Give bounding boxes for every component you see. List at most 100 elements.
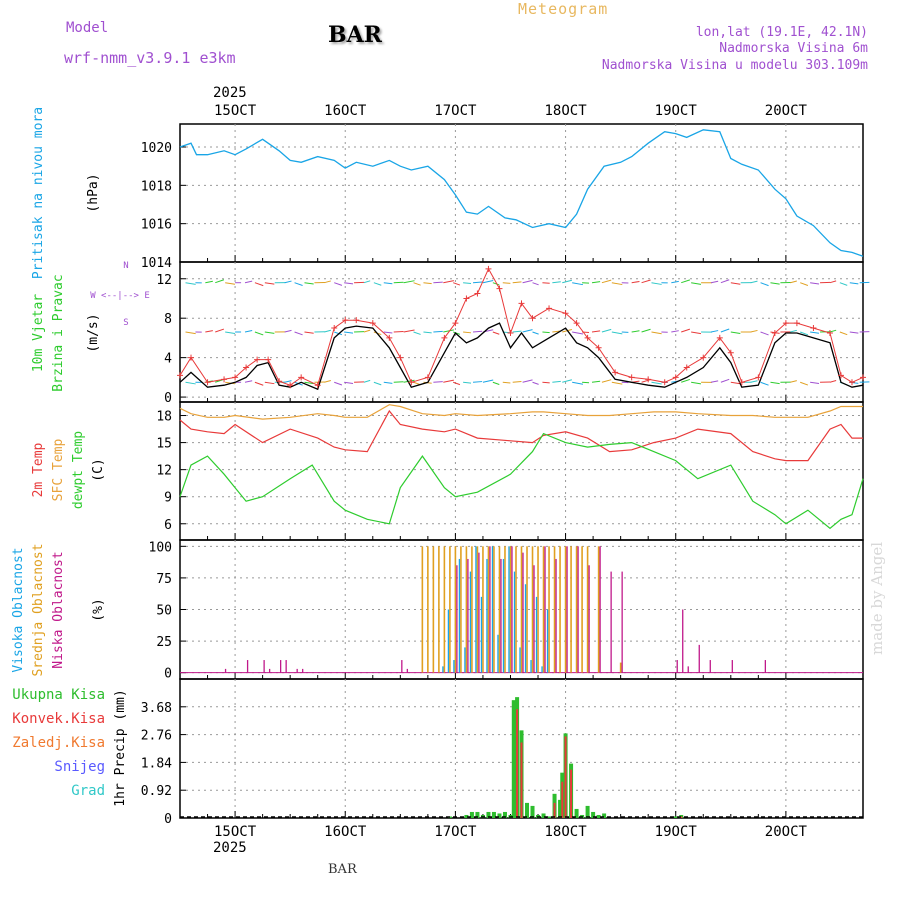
wind-arrow bbox=[284, 329, 292, 333]
precip-legend-label: Snijeg bbox=[54, 759, 105, 775]
gust-marker bbox=[221, 376, 228, 383]
y-tick-label: 0.92 bbox=[141, 784, 172, 799]
precip-bar bbox=[570, 769, 573, 818]
top-date-label: 17OCT bbox=[434, 103, 477, 119]
elevation-label: Nadmorska Visina 6m bbox=[719, 41, 868, 56]
gust-marker bbox=[485, 265, 492, 272]
wind-arrow bbox=[671, 280, 679, 284]
wind-arrow bbox=[641, 328, 651, 333]
wind-side-label: 10m Vjetar bbox=[31, 294, 46, 372]
panel-frame bbox=[179, 401, 864, 541]
wind-arrow bbox=[363, 280, 371, 284]
watermark: made by Angel bbox=[868, 541, 886, 655]
wind-arrow bbox=[472, 381, 483, 383]
wind-arrow bbox=[512, 281, 522, 284]
precip-bar bbox=[497, 813, 502, 818]
wind-arrow bbox=[849, 282, 859, 285]
precip-bar bbox=[502, 811, 507, 818]
wind-arrow bbox=[601, 279, 612, 284]
precip-bar bbox=[530, 805, 535, 818]
gust-marker bbox=[452, 320, 459, 327]
wind-arrow bbox=[205, 280, 213, 284]
gust-marker bbox=[424, 374, 431, 381]
wind-arrow bbox=[562, 279, 572, 284]
gust-marker bbox=[441, 334, 448, 341]
bottom-date-label: 17OCT bbox=[434, 824, 477, 840]
wind-arrow bbox=[324, 329, 331, 333]
wind-arrow bbox=[591, 281, 601, 284]
wind-arrow bbox=[591, 380, 601, 383]
gust-marker bbox=[584, 334, 591, 341]
wind-arrow bbox=[710, 380, 719, 383]
y-tick-label: 12 bbox=[156, 464, 172, 479]
y-tick-label: 15 bbox=[156, 437, 172, 452]
wind-arrow bbox=[839, 282, 848, 286]
wind-arrow bbox=[363, 379, 371, 383]
wind-arrow bbox=[522, 379, 533, 383]
wind-arrow bbox=[433, 330, 443, 333]
wind-arrow bbox=[790, 280, 797, 284]
y-tick-label: 100 bbox=[149, 540, 172, 555]
footer-station: BAR bbox=[328, 862, 357, 877]
top-date-label: 19OCT bbox=[655, 103, 698, 119]
pressure-side-label: Pritisak na nivou mora bbox=[31, 107, 46, 279]
y-tick-label: 2.76 bbox=[141, 729, 172, 744]
wind-arrow bbox=[710, 330, 719, 333]
wind-arrow bbox=[502, 381, 511, 384]
precip-bar bbox=[591, 811, 596, 818]
gust-marker bbox=[369, 320, 376, 327]
wind-gust-line bbox=[179, 267, 864, 386]
bottom-year-label: 2025 bbox=[213, 840, 247, 856]
temp-side-label: SFC Temp bbox=[51, 439, 66, 502]
wind-arrow bbox=[383, 331, 393, 334]
wind-arrow bbox=[482, 279, 494, 284]
wind-arrow bbox=[453, 381, 461, 386]
cloud-unit-label: (%) bbox=[91, 598, 106, 621]
wind-arrow bbox=[671, 330, 679, 333]
wind-arrow bbox=[512, 380, 522, 383]
wind-arrow bbox=[770, 381, 780, 385]
wind-arrow bbox=[800, 381, 809, 386]
wind-arrow bbox=[750, 380, 758, 383]
wind-arrow bbox=[304, 282, 314, 285]
gust-marker bbox=[628, 374, 635, 381]
model-elevation-label: Nadmorska Visina u modelu 303.109m bbox=[601, 58, 868, 73]
top-date-label: 15OCT bbox=[214, 103, 257, 119]
wind-arrow bbox=[453, 282, 461, 286]
precip-bar bbox=[673, 816, 678, 818]
precip-bar bbox=[486, 811, 491, 818]
y-tick-label: 0 bbox=[164, 812, 172, 827]
precip-unit-label: 1hr Precip (mm) bbox=[113, 689, 128, 806]
y-tick-label: 3.68 bbox=[141, 701, 172, 716]
station-title: BAR bbox=[328, 22, 382, 48]
y-tick-label: 18 bbox=[156, 410, 172, 425]
wind-arrow bbox=[344, 381, 354, 384]
wind-arrow bbox=[205, 330, 213, 333]
wind-arrow bbox=[423, 282, 432, 285]
temp-unit-label: (C) bbox=[91, 458, 106, 481]
wind-arrow bbox=[185, 381, 196, 385]
wind-arrow bbox=[542, 381, 550, 384]
wind-arrow bbox=[691, 282, 702, 285]
gust-marker bbox=[738, 379, 745, 386]
precip-bar bbox=[558, 799, 563, 818]
wind-arrow bbox=[254, 282, 264, 287]
gust-marker bbox=[546, 305, 553, 312]
temp-side-label: dewpt Temp bbox=[71, 431, 86, 509]
wind-arrow bbox=[225, 331, 236, 335]
wind-arrow bbox=[720, 378, 730, 383]
wind-arrow bbox=[492, 282, 500, 286]
bottom-date-label: 16OCT bbox=[324, 824, 367, 840]
wind-arrow bbox=[472, 330, 483, 333]
wind-arrow bbox=[463, 381, 472, 384]
gust-marker bbox=[463, 295, 470, 302]
top-date-label: 18OCT bbox=[544, 103, 587, 119]
wind-arrow bbox=[185, 331, 196, 335]
model-label: Model bbox=[66, 20, 109, 36]
wind-arrow bbox=[730, 331, 741, 334]
wind-arrow bbox=[651, 282, 662, 285]
gust-marker bbox=[408, 379, 415, 386]
wind-arrow bbox=[373, 381, 382, 386]
y-tick-label: 1.84 bbox=[141, 756, 172, 771]
